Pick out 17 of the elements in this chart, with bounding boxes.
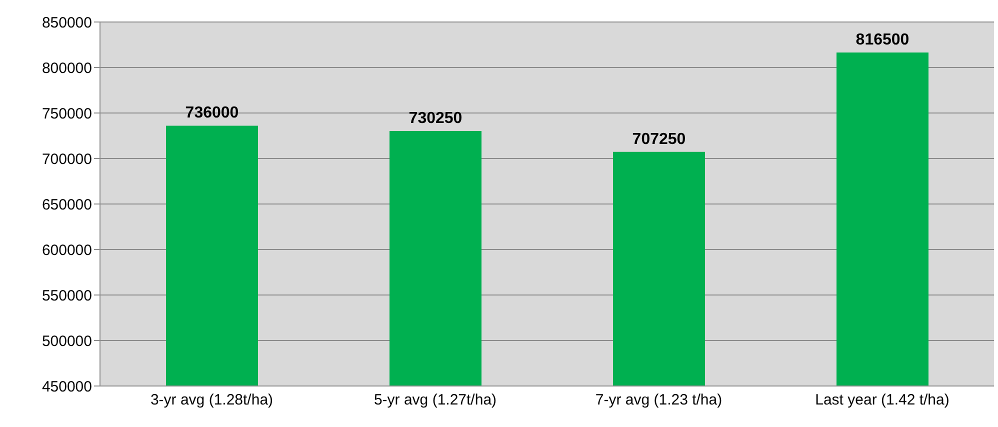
data-label: 730250: [408, 110, 462, 127]
y-tick-label: 850000: [42, 14, 92, 32]
y-tick-label: 750000: [42, 105, 92, 122]
x-tick-label: 5-yr avg (1.27t/ha): [374, 392, 497, 409]
y-tick-label: 500000: [42, 332, 92, 350]
y-tick-label: 600000: [42, 242, 92, 259]
x-tick-label: 3-yr avg (1.28t/ha): [150, 392, 274, 409]
data-label: 736000: [185, 104, 239, 122]
y-tick-label: 800000: [42, 60, 92, 77]
data-label: 816500: [856, 31, 910, 48]
data-label: 707250: [632, 130, 686, 148]
y-tick-label: 550000: [42, 287, 92, 304]
y-tick-label: 650000: [42, 196, 92, 214]
x-tick-label: Last year (1.42 t/ha): [815, 392, 950, 409]
y-tick-label: 700000: [42, 150, 92, 168]
y-tick-label: 450000: [42, 378, 92, 396]
x-tick-label: 7-yr avg (1.23 t/ha): [595, 392, 722, 409]
